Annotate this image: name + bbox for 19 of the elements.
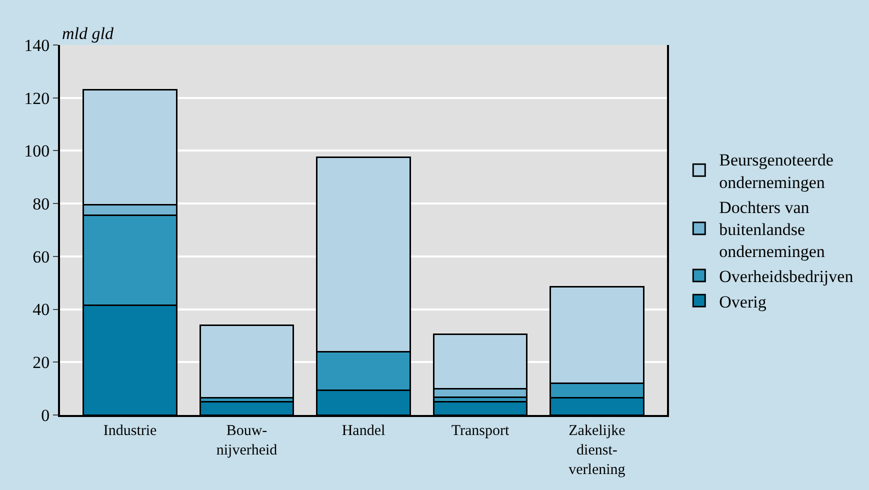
legend-label: Overig <box>719 292 767 312</box>
y-tick-label: 100 <box>24 142 50 161</box>
y-tick-label: 60 <box>32 247 50 266</box>
x-tick-label: Zakelijke dienst- verlening <box>568 423 626 478</box>
y-tick-label: 0 <box>41 406 50 425</box>
y-tick-label: 140 <box>24 36 50 55</box>
legend-label: Dochters van buitenlandse ondernemingen <box>719 198 826 262</box>
y-tick-label: 120 <box>24 88 50 108</box>
x-tick-label: Transport <box>451 423 510 439</box>
y-axis-title: mld gld <box>62 24 114 43</box>
y-tick-label: 20 <box>32 353 50 372</box>
legend-label: Beursgenoteerde ondernemingen <box>719 150 834 192</box>
y-tick-label: 80 <box>32 194 50 214</box>
x-tick-label: Industrie <box>103 423 158 439</box>
y-tick-label: 40 <box>32 300 50 320</box>
x-tick-label: Handel <box>342 423 386 439</box>
x-tick-label: Bouw- nijverheid <box>216 423 278 458</box>
bar <box>199 324 294 399</box>
legend-label: Overheidsbedrijven <box>719 267 854 286</box>
